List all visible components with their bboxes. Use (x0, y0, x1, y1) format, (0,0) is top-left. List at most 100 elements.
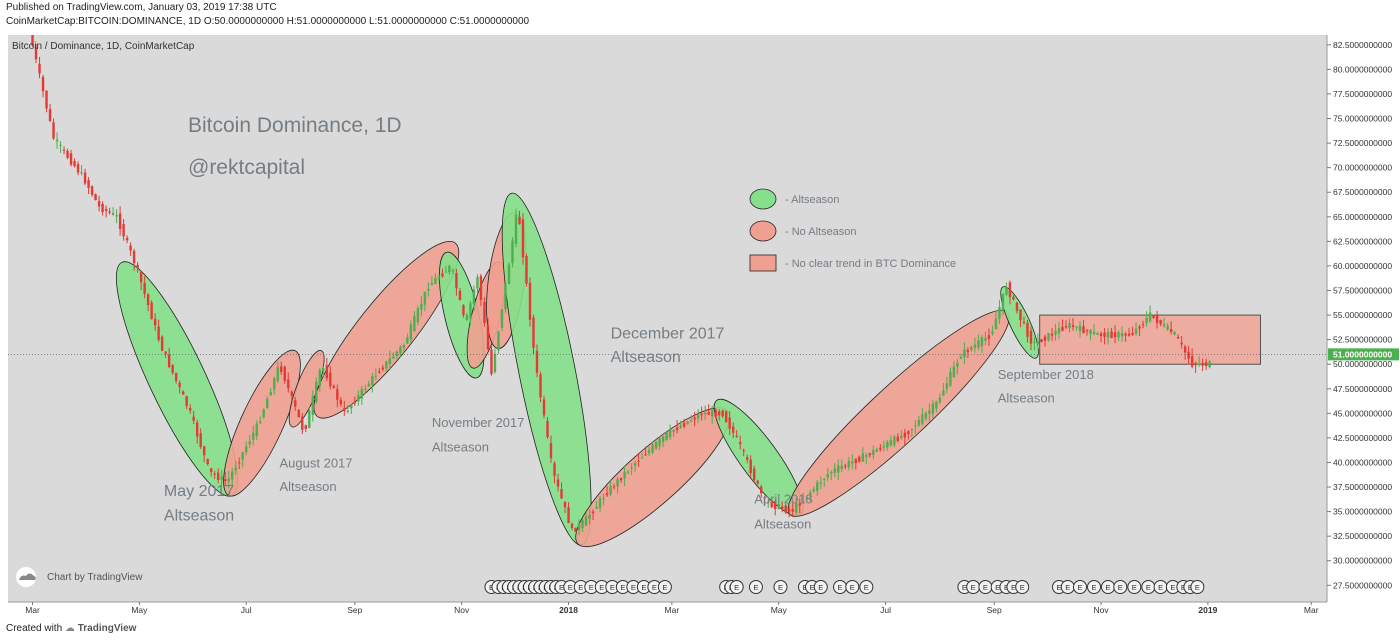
event-marker-icon[interactable] (1127, 580, 1142, 594)
candle-body (69, 153, 73, 165)
candle-body (374, 375, 378, 377)
legend-item-no-trend[interactable]: - No clear trend in BTC Dominance (749, 254, 956, 272)
candle-body (1085, 330, 1089, 332)
candle-body (238, 462, 241, 464)
candle-body (1054, 330, 1057, 335)
y-tick-label: 77.5000000000 (1333, 89, 1392, 99)
candle-body (245, 446, 248, 453)
candle-body (731, 426, 735, 433)
candle-body (1005, 287, 1008, 295)
candle-body (770, 500, 773, 507)
candle-body (984, 338, 987, 341)
y-tick-label: 75.0000000000 (1333, 114, 1392, 124)
no-altseason-ellipse (313, 241, 460, 419)
ohlc-readout: CoinMarketCap:BITCOIN:DOMINANCE, 1D O:50… (6, 16, 530, 27)
candle-body (924, 412, 928, 419)
event-marker-icon[interactable] (813, 580, 828, 594)
candle-body (1001, 293, 1005, 311)
candle-body (1096, 333, 1099, 335)
candle-body (879, 447, 882, 450)
candle-body (851, 461, 854, 464)
event-marker-icon[interactable] (1015, 580, 1030, 594)
event-marker-e: E (1195, 583, 1200, 592)
candle-body (763, 497, 766, 499)
legend-swatch (749, 220, 777, 242)
candle-body (728, 417, 731, 429)
candle-body (980, 337, 984, 347)
event-marker-e: E (778, 583, 783, 592)
candle-body (1106, 331, 1110, 338)
event-marker-icon[interactable] (1190, 580, 1205, 594)
candle-body (451, 270, 455, 272)
x-tick-label: Jul (241, 605, 252, 615)
event-marker-icon[interactable] (657, 580, 672, 594)
candle-body (329, 372, 332, 387)
candle-body (1050, 333, 1054, 336)
candle-body (48, 109, 52, 121)
candle-body (1145, 317, 1148, 324)
annotation-label: December 2017 (611, 326, 725, 343)
candle-body (248, 441, 251, 445)
candle-body (448, 265, 451, 273)
event-marker-icon[interactable] (1073, 580, 1088, 594)
candle-body (500, 309, 504, 329)
candle-body (259, 421, 262, 424)
candle-body (570, 523, 574, 528)
event-marker-e: E (1011, 583, 1016, 592)
legend-item-altseason[interactable]: - Altseason (749, 188, 839, 210)
candle-body (844, 465, 847, 467)
candle-body (802, 500, 805, 502)
candle-body (865, 454, 868, 457)
tradingview-watermark[interactable]: Chart by TradingView (16, 567, 143, 587)
candle-body (1155, 315, 1159, 323)
candle-body (52, 122, 55, 139)
event-marker-e: E (1158, 583, 1163, 592)
current-price-label: 51.0000000000 (1333, 349, 1392, 359)
candle-body (511, 240, 514, 264)
candle-body (1131, 332, 1134, 335)
candle-body (38, 63, 41, 74)
event-marker-icon[interactable] (748, 580, 763, 594)
candle-body (462, 305, 465, 316)
candle-body (721, 410, 724, 417)
event-marker-e: E (850, 583, 855, 592)
candle-body (791, 509, 794, 512)
candle-body (514, 214, 518, 244)
legend-item-no-altseason[interactable]: - No Altseason (749, 220, 857, 242)
candle-body (717, 411, 721, 416)
event-marker-icon[interactable] (773, 580, 788, 594)
candle-body (991, 331, 994, 334)
footer-brand[interactable]: TradingView (77, 623, 137, 634)
event-marker-e: E (1118, 583, 1123, 592)
event-marker-e: E (1132, 583, 1137, 592)
candle-body (434, 278, 437, 284)
event-marker-icon[interactable] (1087, 580, 1102, 594)
candle-body (364, 388, 367, 390)
candle-body (66, 150, 69, 158)
candle-body (921, 414, 924, 424)
x-tick-label: Sep (987, 605, 1002, 615)
event-marker-icon[interactable] (729, 580, 744, 594)
event-marker-e: E (995, 583, 1000, 592)
candle-body (546, 421, 549, 438)
event-marker-e: E (1078, 583, 1083, 592)
event-marker-icon[interactable] (1113, 580, 1128, 594)
candle-body (343, 408, 346, 411)
candle-body (637, 460, 640, 462)
candle-body (192, 416, 195, 421)
candle-body (185, 396, 188, 407)
candle-body (833, 468, 836, 473)
candle-body (703, 412, 707, 415)
event-marker-e: E (802, 583, 807, 592)
x-tick-label: 2019 (1198, 605, 1217, 615)
candle-body (409, 324, 413, 340)
event-marker-e: E (578, 583, 583, 592)
candle-body (774, 501, 777, 509)
y-tick-label: 55.0000000000 (1333, 310, 1392, 320)
candle-body (136, 264, 139, 269)
cloud-glyph (19, 573, 36, 580)
event-marker-icon[interactable] (845, 580, 860, 594)
event-marker-e: E (971, 583, 976, 592)
event-marker-icon[interactable] (859, 580, 874, 594)
